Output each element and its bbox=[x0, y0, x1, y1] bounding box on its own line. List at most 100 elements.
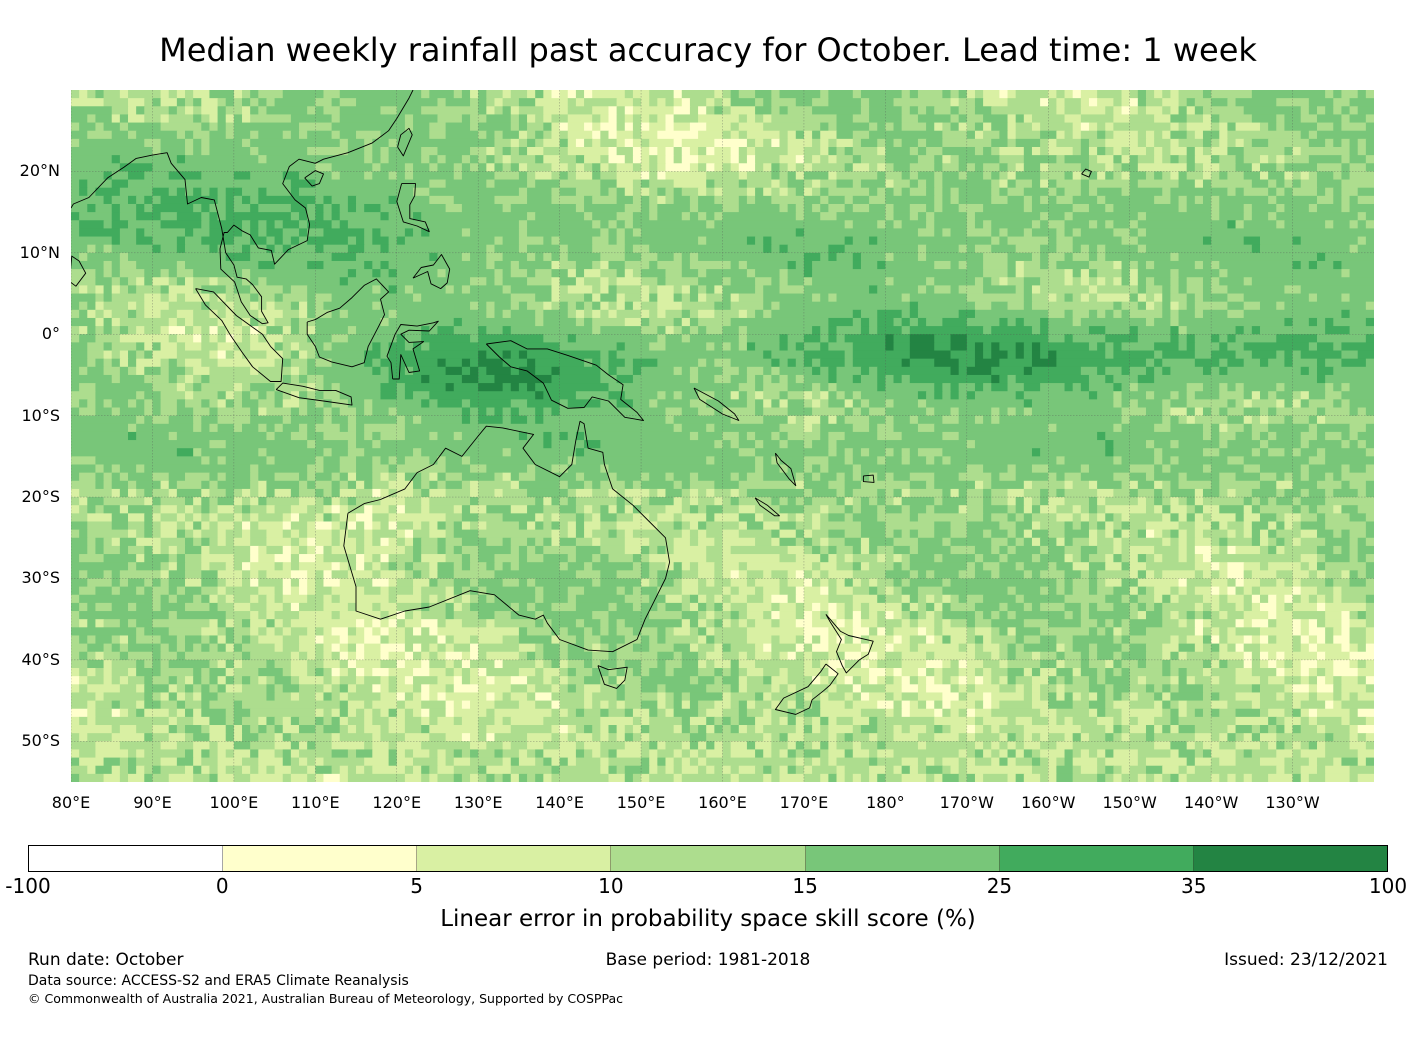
skill-cell bbox=[657, 187, 667, 197]
skill-cell bbox=[225, 562, 235, 571]
skill-cell bbox=[1259, 163, 1277, 173]
skill-cell bbox=[225, 578, 243, 588]
skill-cell bbox=[478, 578, 504, 588]
skill-cell bbox=[592, 106, 610, 116]
skill-cell bbox=[535, 594, 544, 604]
skill-cell bbox=[95, 407, 113, 417]
skill-cell bbox=[242, 423, 259, 433]
skill-cell bbox=[103, 317, 113, 327]
skill-cell bbox=[323, 570, 333, 580]
skill-cell bbox=[836, 383, 878, 392]
skill-cell bbox=[1268, 195, 1277, 205]
skill-cell bbox=[527, 602, 536, 612]
skill-cell bbox=[1227, 98, 1237, 107]
skill-cell bbox=[681, 570, 699, 580]
skill-cell bbox=[1333, 488, 1359, 498]
skill-cell bbox=[258, 220, 268, 229]
skill-cell bbox=[641, 277, 658, 286]
skill-cell bbox=[152, 98, 162, 107]
skill-cell bbox=[160, 244, 178, 254]
skill-cell bbox=[1227, 456, 1245, 466]
skill-cell bbox=[299, 326, 308, 335]
skill-cell bbox=[1259, 440, 1269, 449]
skill-cell bbox=[421, 554, 447, 563]
skill-cell bbox=[950, 456, 1057, 466]
skill-cell bbox=[665, 122, 675, 132]
skill-cell bbox=[364, 529, 373, 539]
skill-cell bbox=[942, 391, 952, 400]
skill-cell bbox=[250, 407, 259, 417]
skill-cell bbox=[242, 244, 251, 254]
skill-cell bbox=[828, 146, 838, 156]
skill-cell bbox=[1325, 407, 1351, 417]
skill-cell bbox=[176, 383, 186, 392]
skill-cell bbox=[71, 505, 80, 514]
skill-cell bbox=[396, 138, 496, 148]
skill-cell bbox=[934, 521, 952, 531]
skill-cell bbox=[1202, 529, 1229, 539]
skill-cell bbox=[1243, 293, 1310, 303]
skill-cell bbox=[307, 586, 316, 596]
skill-cell bbox=[119, 163, 154, 173]
skill-cell bbox=[103, 326, 113, 335]
skill-cell bbox=[1056, 90, 1066, 99]
skill-cell bbox=[136, 586, 145, 596]
skill-cell bbox=[901, 326, 911, 335]
skill-cell bbox=[282, 594, 308, 604]
skill-cell bbox=[95, 602, 113, 612]
skill-cell bbox=[144, 106, 170, 116]
skill-cell bbox=[136, 415, 145, 425]
skill-cell bbox=[942, 163, 960, 173]
skill-cell bbox=[1227, 562, 1245, 571]
skill-cell bbox=[535, 391, 544, 400]
skill-cell bbox=[185, 529, 194, 539]
skill-cell bbox=[844, 431, 878, 441]
skill-cell bbox=[584, 358, 593, 368]
skill-cell bbox=[1113, 301, 1123, 311]
skill-cell bbox=[942, 456, 952, 466]
skill-cell bbox=[820, 521, 862, 531]
skill-cell bbox=[706, 521, 740, 531]
skill-cell bbox=[836, 252, 854, 262]
skill-cell bbox=[771, 456, 781, 466]
skill-cell bbox=[575, 513, 585, 523]
skill-cell bbox=[584, 448, 740, 457]
skill-cell bbox=[1015, 317, 1025, 327]
skill-cell bbox=[274, 220, 284, 229]
skill-cell bbox=[217, 497, 235, 506]
skill-cell bbox=[1341, 187, 1359, 197]
skill-cell bbox=[323, 244, 349, 254]
skill-cell bbox=[575, 309, 585, 319]
skill-cell bbox=[217, 350, 227, 360]
skill-cell bbox=[339, 497, 349, 506]
skill-cell bbox=[1251, 114, 1277, 124]
skill-cell bbox=[551, 252, 561, 262]
skill-cell bbox=[1056, 513, 1074, 523]
skill-cell bbox=[1292, 146, 1302, 156]
skill-cell bbox=[722, 203, 740, 213]
skill-cell bbox=[1048, 212, 1066, 221]
skill-cell bbox=[201, 562, 211, 571]
skill-cell bbox=[470, 122, 479, 132]
skill-cell bbox=[478, 122, 512, 132]
skill-cell bbox=[128, 505, 154, 514]
skill-cell bbox=[1202, 146, 1212, 156]
skill-cell bbox=[176, 407, 194, 417]
skill-cell bbox=[616, 350, 764, 360]
skill-cell bbox=[551, 114, 569, 124]
skill-cell bbox=[1154, 529, 1163, 539]
skill-cell bbox=[331, 562, 341, 571]
skill-cell bbox=[1276, 391, 1294, 400]
skill-cell bbox=[160, 220, 202, 229]
skill-cell bbox=[1357, 440, 1367, 449]
skill-cell bbox=[486, 309, 496, 319]
skill-cell bbox=[1202, 505, 1220, 514]
skill-cell bbox=[527, 269, 536, 278]
skill-cell bbox=[364, 236, 373, 246]
skill-cell bbox=[1121, 269, 1131, 278]
skill-cell bbox=[396, 602, 422, 612]
skill-cell bbox=[282, 374, 292, 384]
skill-cell bbox=[551, 277, 561, 286]
skill-cell bbox=[877, 497, 886, 506]
skill-cell bbox=[1365, 578, 1374, 588]
